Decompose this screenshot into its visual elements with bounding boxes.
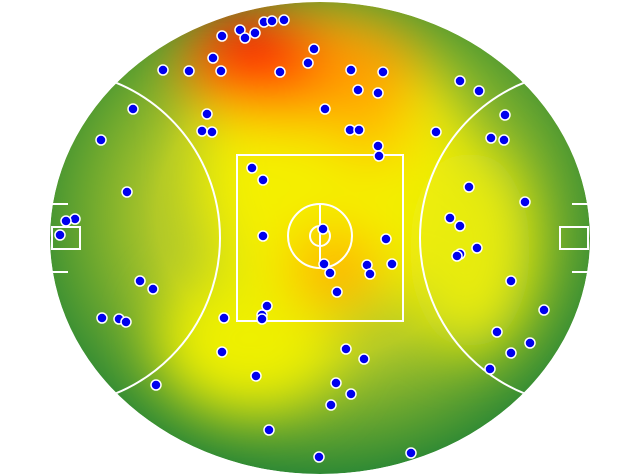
point <box>157 64 169 76</box>
point <box>353 124 365 136</box>
point <box>380 233 392 245</box>
point <box>121 186 133 198</box>
point <box>54 229 66 241</box>
point <box>239 32 251 44</box>
point <box>498 134 510 146</box>
point <box>183 65 195 77</box>
point <box>96 312 108 324</box>
point <box>150 379 162 391</box>
point <box>345 64 357 76</box>
point <box>266 15 278 27</box>
point <box>485 132 497 144</box>
point <box>216 30 228 42</box>
point <box>256 313 268 325</box>
point <box>364 268 376 280</box>
point <box>249 27 261 39</box>
point <box>340 343 352 355</box>
point <box>430 126 442 138</box>
point <box>377 66 389 78</box>
point <box>317 223 329 235</box>
point <box>120 316 132 328</box>
point <box>206 126 218 138</box>
point <box>257 174 269 186</box>
point <box>451 250 463 262</box>
point <box>261 300 273 312</box>
point <box>499 109 511 121</box>
point <box>324 267 336 279</box>
point <box>325 399 337 411</box>
point <box>215 65 227 77</box>
point <box>318 258 330 270</box>
point <box>147 283 159 295</box>
point <box>134 275 146 287</box>
point <box>218 312 230 324</box>
point <box>319 103 331 115</box>
point <box>207 52 219 64</box>
point <box>358 353 370 365</box>
point <box>473 85 485 97</box>
point <box>491 326 503 338</box>
point <box>246 162 258 174</box>
point <box>524 337 536 349</box>
point <box>274 66 286 78</box>
point <box>308 43 320 55</box>
point <box>444 212 456 224</box>
point <box>60 215 72 227</box>
point <box>471 242 483 254</box>
point <box>463 181 475 193</box>
point <box>519 196 531 208</box>
point <box>302 57 314 69</box>
point <box>313 451 325 463</box>
point <box>484 363 496 375</box>
point <box>352 84 364 96</box>
point <box>196 125 208 137</box>
point <box>372 140 384 152</box>
point <box>263 424 275 436</box>
point <box>234 24 246 36</box>
point <box>405 447 417 459</box>
point <box>454 75 466 87</box>
point <box>454 220 466 232</box>
point <box>250 370 262 382</box>
point <box>373 150 385 162</box>
point <box>538 304 550 316</box>
point <box>505 347 517 359</box>
point <box>372 87 384 99</box>
point <box>505 275 517 287</box>
point <box>330 377 342 389</box>
point <box>95 134 107 146</box>
point <box>216 346 228 358</box>
points <box>54 14 550 463</box>
point <box>345 388 357 400</box>
point <box>331 286 343 298</box>
point <box>278 14 290 26</box>
point <box>201 108 213 120</box>
point <box>386 258 398 270</box>
field-lines <box>51 154 589 322</box>
point <box>257 230 269 242</box>
point <box>127 103 139 115</box>
